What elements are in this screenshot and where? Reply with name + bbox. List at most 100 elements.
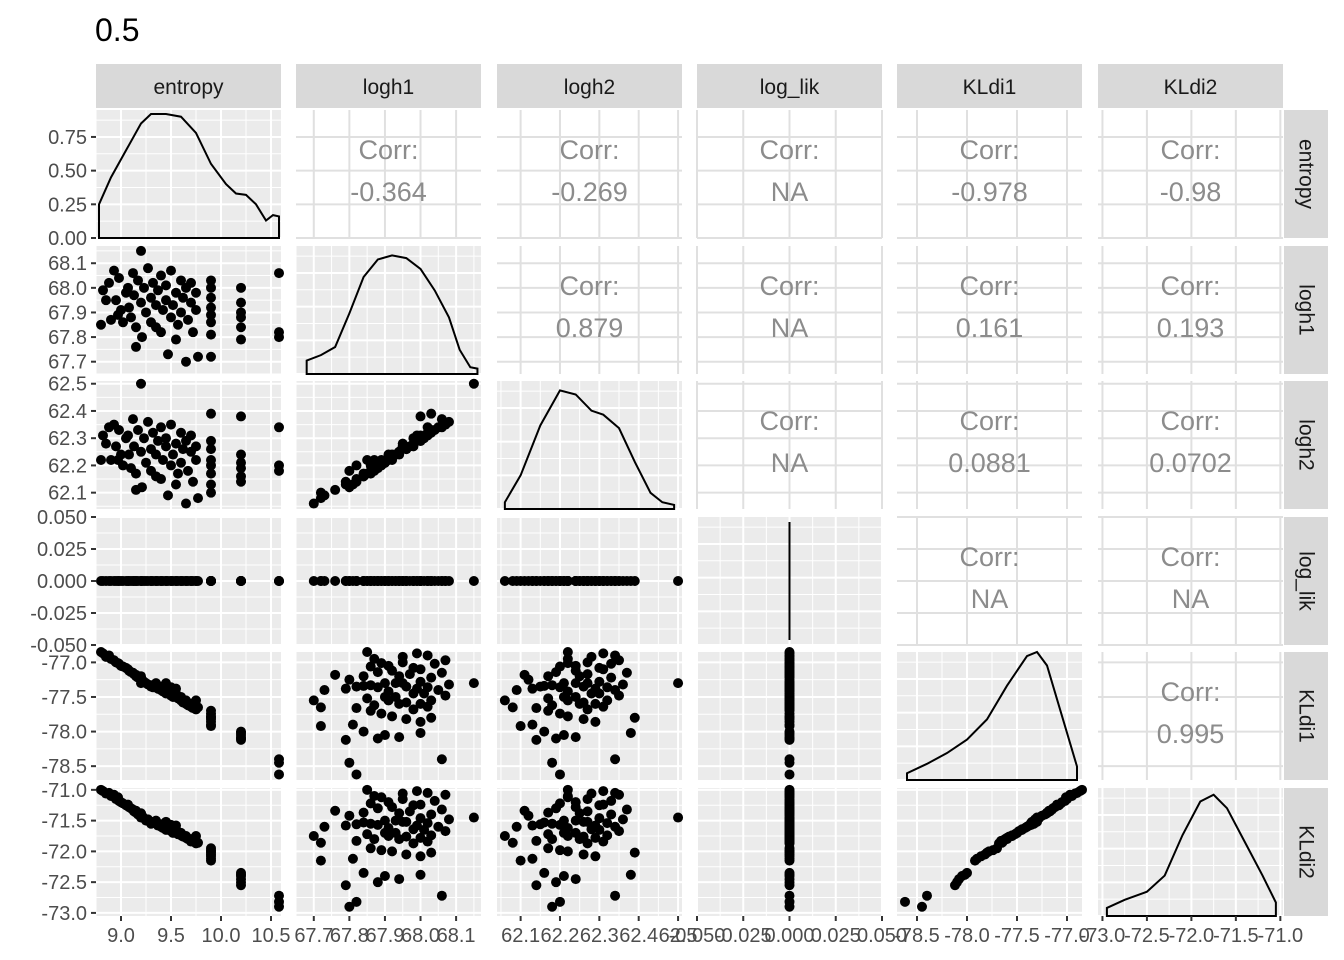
- data-point: [436, 890, 447, 901]
- data-point: [422, 701, 433, 712]
- data-point: [236, 880, 246, 891]
- x-tick-label: 62.1: [501, 925, 540, 947]
- data-point: [344, 810, 355, 821]
- strip-top-entropy: [96, 64, 281, 108]
- corr-value: -0.364: [350, 177, 427, 207]
- data-point: [116, 449, 126, 460]
- data-point: [236, 411, 246, 422]
- data-point: [547, 818, 558, 829]
- data-point: [206, 317, 216, 328]
- data-point: [578, 576, 589, 586]
- data-point: [191, 305, 201, 315]
- x-tick-label: 62.4: [619, 925, 658, 947]
- data-point: [527, 719, 538, 730]
- data-point: [188, 476, 198, 487]
- data-point: [390, 678, 401, 689]
- data-point: [136, 446, 146, 457]
- corr-label: Corr:: [560, 135, 620, 165]
- data-point: [440, 655, 451, 666]
- data-point: [547, 757, 558, 768]
- corr-label: Corr:: [1161, 406, 1221, 436]
- data-point: [574, 808, 585, 819]
- data-point: [131, 322, 141, 333]
- data-point: [433, 685, 444, 696]
- data-point: [126, 312, 136, 323]
- data-point: [950, 880, 960, 891]
- data-point: [426, 576, 437, 586]
- data-point: [539, 817, 550, 828]
- data-point: [274, 769, 284, 780]
- panel-KLdi2-entropy: [95, 784, 284, 916]
- data-point: [151, 300, 161, 311]
- data-point: [143, 416, 153, 427]
- data-point: [982, 847, 992, 858]
- strip-top-KLdi1: [897, 64, 1082, 108]
- data-point: [186, 297, 196, 308]
- data-point: [558, 871, 569, 881]
- panel-KLdi2-log_lik: [696, 784, 883, 916]
- y-tick-label: 0.00: [48, 228, 87, 250]
- data-point: [784, 847, 795, 858]
- data-point: [274, 757, 284, 768]
- data-point: [206, 292, 216, 303]
- data-point: [590, 716, 601, 727]
- data-point: [315, 487, 326, 498]
- data-point: [171, 287, 181, 298]
- corr-label: Corr:: [1161, 677, 1221, 707]
- density-curve: [1105, 793, 1277, 917]
- density-curve: [503, 389, 676, 510]
- data-point: [176, 457, 186, 468]
- data-point: [193, 837, 203, 848]
- data-point: [376, 708, 387, 719]
- data-point: [236, 449, 246, 460]
- data-point: [340, 820, 351, 831]
- x-tick-label: -0.050: [669, 925, 726, 947]
- data-point: [784, 651, 795, 662]
- corr-value: NA: [971, 584, 1009, 614]
- data-point: [236, 576, 246, 586]
- y-tick-label: 62.3: [48, 428, 87, 450]
- panel-KLdi1-logh1: [295, 647, 481, 780]
- density-curve: [305, 254, 479, 375]
- data-point: [531, 835, 542, 846]
- data-point: [206, 855, 216, 866]
- data-point: [351, 896, 362, 907]
- data-point: [347, 853, 358, 864]
- data-point: [578, 714, 589, 725]
- corr-value: NA: [771, 448, 809, 478]
- data-point: [372, 463, 383, 474]
- x-tick-label: 62.5: [659, 925, 698, 947]
- panel-background: [497, 246, 682, 374]
- panel-log_lik-entropy: [95, 516, 284, 646]
- x-tick-label: -0.025: [715, 925, 772, 947]
- data-point: [178, 292, 188, 303]
- panel-background: [296, 246, 481, 374]
- data-point: [358, 471, 369, 482]
- data-point: [351, 460, 362, 471]
- density-curve: [98, 113, 280, 239]
- data-point: [161, 295, 171, 306]
- corr-value: -0.269: [551, 177, 628, 207]
- y-tick-label: 62.4: [48, 401, 87, 423]
- data-point: [397, 576, 408, 586]
- data-point: [440, 789, 451, 800]
- x-tick-label: 0.000: [764, 925, 814, 947]
- data-point: [606, 658, 617, 669]
- data-point: [171, 479, 181, 490]
- data-point: [415, 435, 426, 446]
- strip-top-log_lik: [697, 64, 882, 108]
- data-point: [191, 454, 201, 465]
- data-point: [146, 292, 156, 303]
- corr-value: 0.995: [1157, 719, 1225, 749]
- data-point: [151, 680, 161, 691]
- panel-logh1-log_lik: Corr: NA: [696, 246, 883, 374]
- data-point: [104, 277, 114, 288]
- data-point: [344, 901, 355, 912]
- data-point: [347, 719, 358, 730]
- data-point: [362, 647, 373, 657]
- data-point: [387, 576, 398, 586]
- corr-value: -0.98: [1160, 177, 1222, 207]
- data-point: [900, 896, 910, 907]
- data-point: [109, 265, 119, 276]
- data-point: [178, 444, 188, 455]
